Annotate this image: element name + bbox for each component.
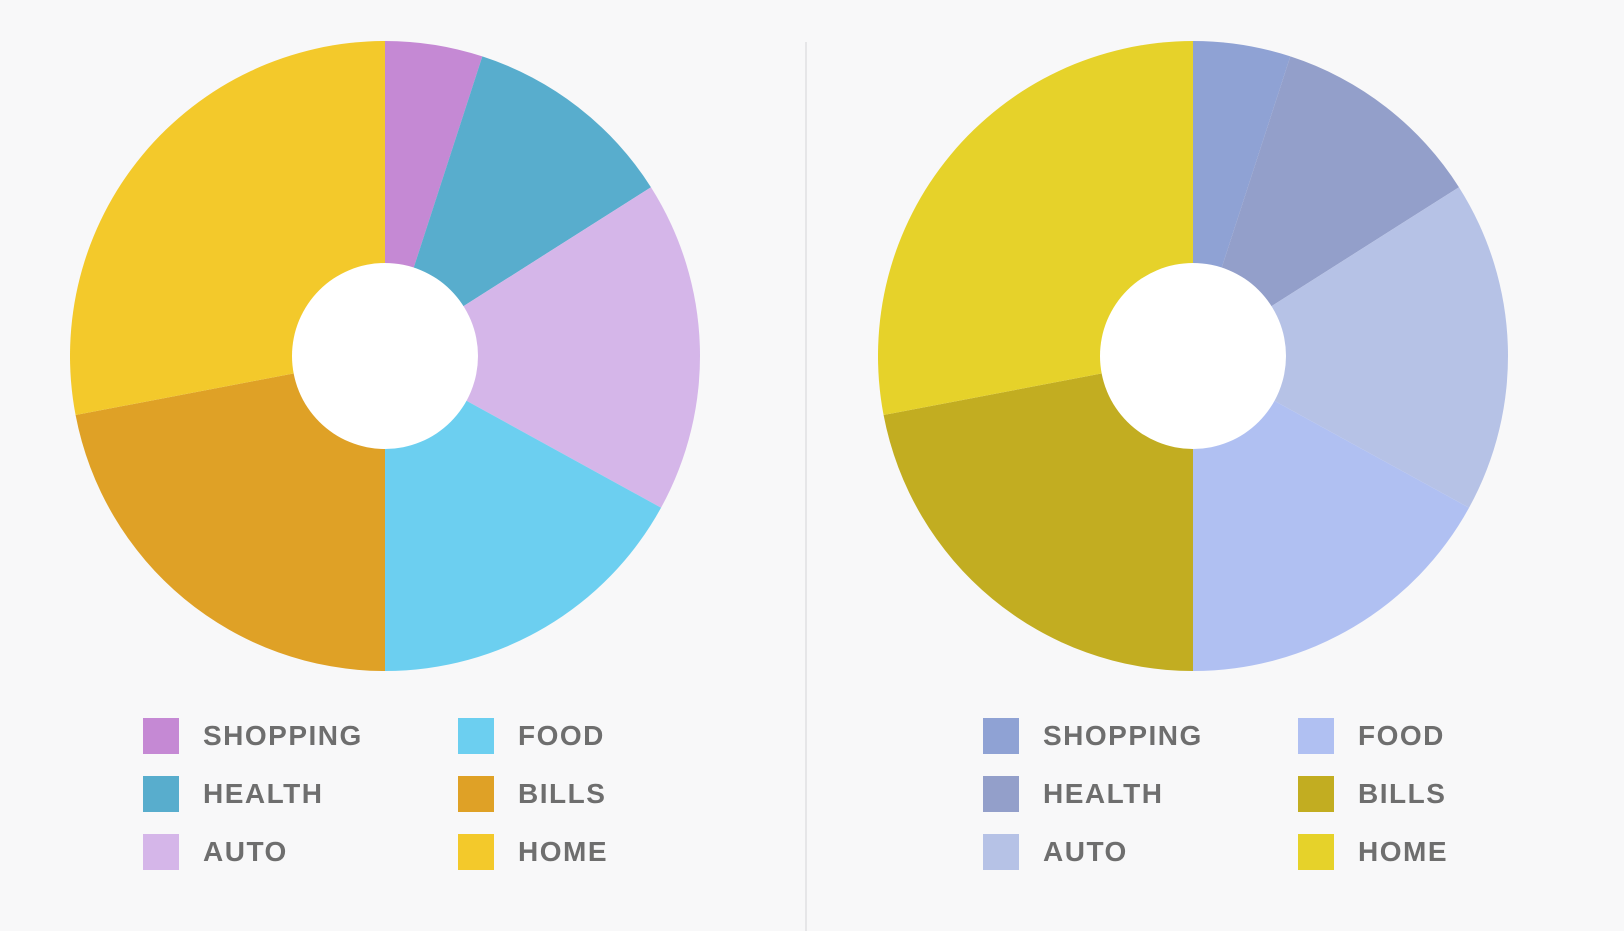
legend-swatch-home <box>1298 834 1334 870</box>
legend-swatch-food <box>458 718 494 754</box>
legend-swatch-auto <box>143 834 179 870</box>
legend-swatch-health <box>143 776 179 812</box>
legend-item-food: FOOD <box>1298 718 1445 754</box>
legend-label-health: HEALTH <box>203 778 324 809</box>
legend-item-shopping: SHOPPING <box>143 718 363 754</box>
legend-item-home: HOME <box>458 834 608 870</box>
right-chart-panel: SHOPPING HEALTH AUTO FOOD BILLS HOME <box>808 0 1616 931</box>
panel-divider <box>805 42 807 931</box>
legend-swatch-shopping <box>983 718 1019 754</box>
legend-label-home: HOME <box>518 836 608 867</box>
legend-label-shopping: SHOPPING <box>1043 720 1203 751</box>
legend-swatch-shopping <box>143 718 179 754</box>
legend-swatch-bills <box>1298 776 1334 812</box>
legend-item-food: FOOD <box>458 718 605 754</box>
legend-item-home: HOME <box>1298 834 1448 870</box>
left-chart-legend: SHOPPING HEALTH AUTO FOOD BILLS HOME <box>143 718 663 878</box>
legend-item-bills: BILLS <box>1298 776 1446 812</box>
slice-auto <box>1193 187 1509 508</box>
slice-health <box>1193 56 1459 357</box>
legend-label-food: FOOD <box>1358 720 1445 751</box>
legend-item-health: HEALTH <box>983 776 1163 812</box>
legend-label-shopping: SHOPPING <box>203 720 363 751</box>
legend-swatch-health <box>983 776 1019 812</box>
slice-food <box>1193 356 1470 671</box>
slice-food <box>385 356 662 671</box>
legend-label-auto: AUTO <box>203 836 288 867</box>
legend-label-food: FOOD <box>518 720 605 751</box>
slice-health <box>385 56 651 357</box>
slice-bills <box>883 356 1193 671</box>
right-donut-chart <box>877 41 1509 671</box>
legend-label-health: HEALTH <box>1043 778 1164 809</box>
legend-label-auto: AUTO <box>1043 836 1128 867</box>
legend-item-shopping: SHOPPING <box>983 718 1203 754</box>
left-chart-panel: SHOPPING HEALTH AUTO FOOD BILLS HOME <box>0 0 808 931</box>
legend-swatch-auto <box>983 834 1019 870</box>
legend-item-health: HEALTH <box>143 776 323 812</box>
slice-bills <box>75 356 385 671</box>
legend-label-bills: BILLS <box>1358 778 1447 809</box>
legend-item-bills: BILLS <box>458 776 606 812</box>
left-donut-chart <box>69 41 701 671</box>
legend-swatch-food <box>1298 718 1334 754</box>
legend-swatch-home <box>458 834 494 870</box>
right-chart-legend: SHOPPING HEALTH AUTO FOOD BILLS HOME <box>983 718 1503 878</box>
legend-swatch-bills <box>458 776 494 812</box>
legend-item-auto: AUTO <box>143 834 288 870</box>
legend-label-bills: BILLS <box>518 778 607 809</box>
donut-hole <box>292 263 478 449</box>
legend-item-auto: AUTO <box>983 834 1128 870</box>
slice-auto <box>385 187 701 508</box>
legend-label-home: HOME <box>1358 836 1448 867</box>
donut-hole <box>1100 263 1286 449</box>
